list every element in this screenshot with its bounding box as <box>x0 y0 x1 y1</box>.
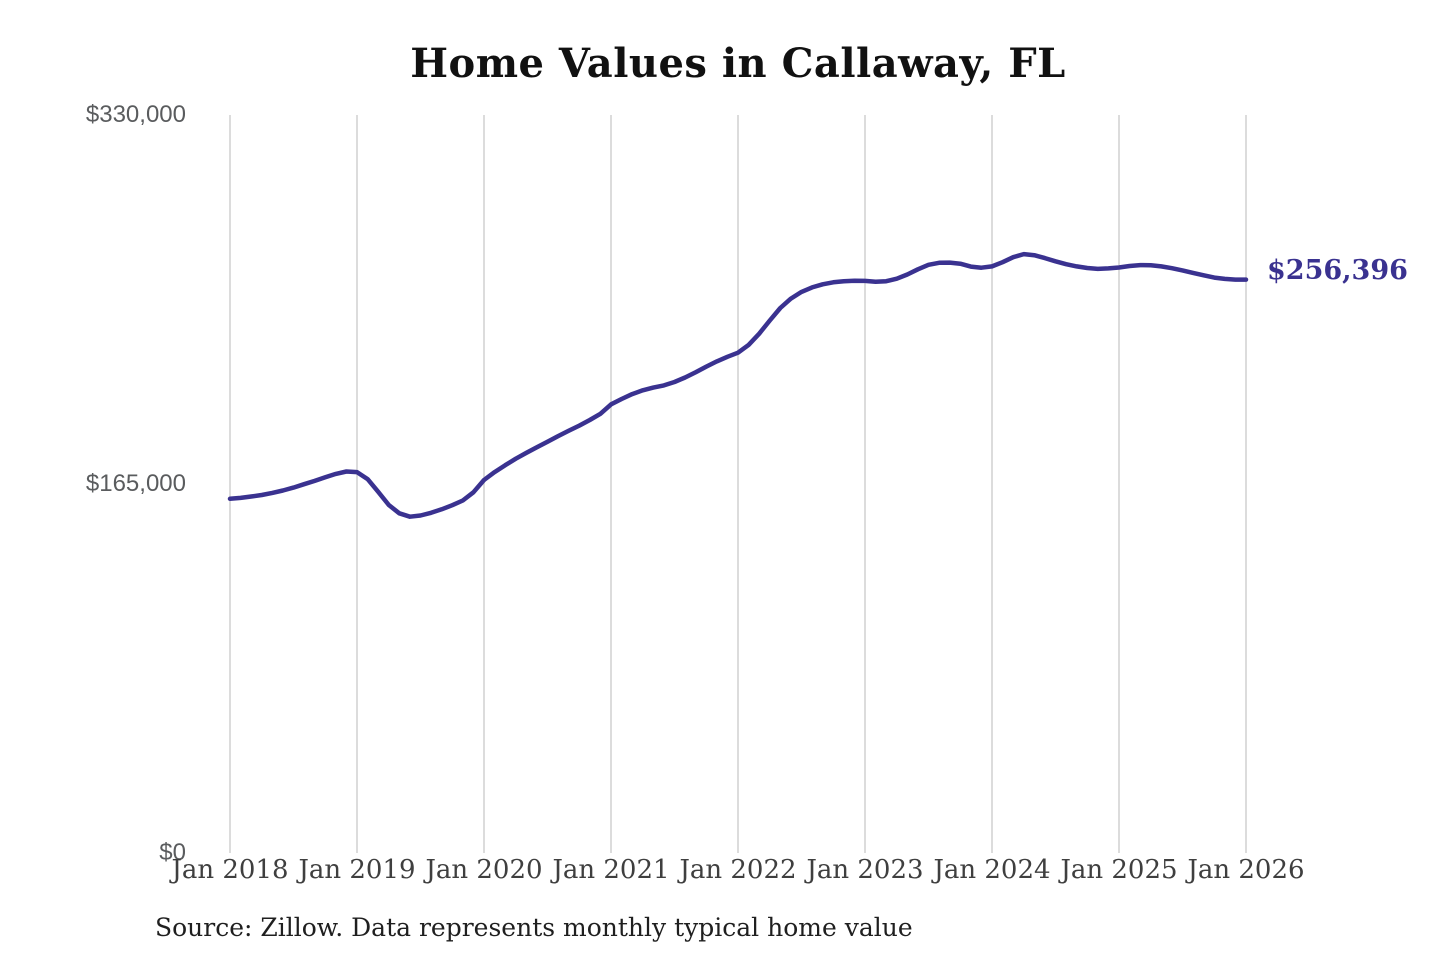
x-axis-label: Jan 2019 <box>298 855 416 885</box>
latest-value-label: $256,396 <box>1267 254 1408 286</box>
x-axis-label: Jan 2020 <box>425 855 543 885</box>
source-note: Source: Zillow. Data represents monthly … <box>155 913 913 942</box>
home-value-line <box>227 251 1249 519</box>
y-axis-label: $330,000 <box>85 101 186 128</box>
x-axis-label: Jan 2021 <box>552 855 670 885</box>
x-axis-label: Jan 2022 <box>679 855 797 885</box>
x-axis-label: Jan 2025 <box>1060 855 1178 885</box>
y-axis-label: $165,000 <box>85 470 186 497</box>
x-axis-label: Jan 2023 <box>806 855 924 885</box>
y-axis-label: $0 <box>159 839 186 866</box>
x-axis-label: Jan 2026 <box>1187 855 1305 885</box>
x-axis-label: Jan 2024 <box>933 855 1051 885</box>
chart-title: Home Values in Callaway, FL <box>410 40 1066 87</box>
x-axis-label: Jan 2018 <box>171 855 289 885</box>
